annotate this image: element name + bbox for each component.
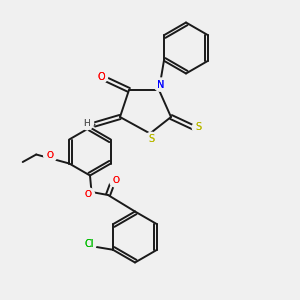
Text: N: N: [157, 80, 164, 90]
Circle shape: [192, 121, 206, 134]
Circle shape: [110, 174, 123, 187]
Text: H: H: [84, 118, 90, 127]
Circle shape: [145, 132, 158, 146]
Text: O: O: [84, 190, 92, 199]
Text: O: O: [47, 151, 54, 160]
Text: O: O: [84, 190, 92, 199]
Circle shape: [83, 238, 96, 251]
Text: O: O: [97, 71, 105, 82]
Circle shape: [154, 78, 167, 91]
Text: O: O: [112, 176, 120, 185]
Text: Cl: Cl: [85, 239, 94, 249]
Text: N: N: [157, 80, 164, 90]
Text: H: H: [84, 118, 90, 127]
Text: S: S: [148, 134, 154, 144]
Circle shape: [44, 149, 57, 162]
Circle shape: [94, 70, 108, 83]
Circle shape: [80, 116, 94, 130]
Circle shape: [81, 188, 94, 201]
Text: O: O: [97, 71, 105, 82]
Text: O: O: [112, 176, 120, 185]
Text: Cl: Cl: [85, 239, 94, 249]
Text: S: S: [196, 122, 202, 133]
Text: O: O: [47, 151, 54, 160]
Text: S: S: [148, 134, 154, 144]
Text: S: S: [196, 122, 202, 133]
